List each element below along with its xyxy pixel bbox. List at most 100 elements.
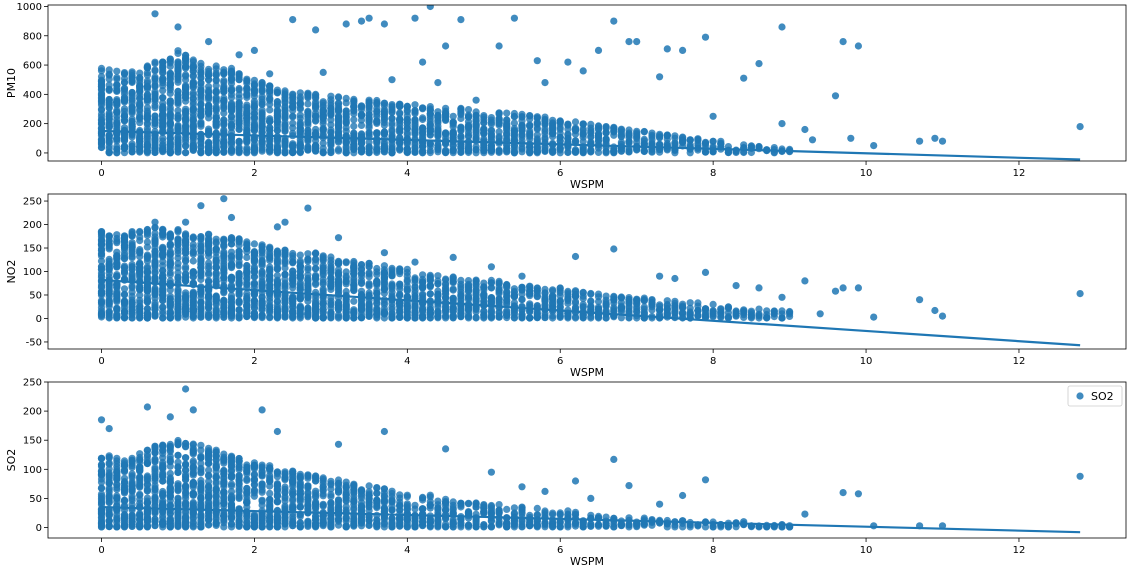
scatter-point [442,110,450,118]
scatter-point [151,148,159,156]
scatter-point [594,46,603,55]
scatter-point [365,280,373,288]
scatter-point [258,270,266,278]
scatter-point [526,147,534,155]
scatter-point [266,83,274,91]
scatter-point [426,310,434,318]
scatter-point [105,97,113,105]
scatter-point [396,268,404,276]
scatter-point [342,259,350,267]
scatter-point [189,121,197,129]
scatter-point [357,298,366,306]
scatter-point [182,231,190,239]
scatter-point [189,89,197,97]
scatter-point [312,255,320,263]
scatter-point [334,257,343,265]
scatter-point [159,262,167,270]
scatter-point [587,302,595,310]
scatter-point [197,91,205,99]
scatter-point [212,238,220,246]
scatter-point [334,286,343,294]
scatter-point [189,292,197,300]
scatter-point [182,115,190,123]
scatter-point [357,121,366,129]
scatter-point [518,113,526,121]
scatter-point [663,132,671,140]
scatter-point [403,102,411,110]
scatter-point [564,58,572,66]
scatter-point [357,276,366,284]
scatter-point [143,63,151,71]
scatter-point [281,292,289,300]
scatter-point [564,148,572,156]
scatter-point [143,257,151,265]
scatter-point [396,282,404,290]
scatter-point [510,119,518,127]
scatter-point [304,310,312,318]
scatter-point [472,142,480,151]
scatter-point [434,309,442,317]
scatter-point [495,42,503,50]
scatter-point [778,120,786,128]
scatter-point [136,143,144,151]
scatter-point [487,137,495,145]
scatter-point [113,290,121,298]
scatter-point [212,313,220,321]
scatter-point [350,314,358,322]
scatter-point [495,296,503,304]
scatter-point [250,113,258,121]
scatter-point [357,111,366,119]
scatter-point [610,17,618,25]
scatter-point [143,310,151,318]
scatter-point [686,149,694,157]
scatter-point [182,94,190,102]
scatter-point [105,264,113,272]
scatter-point [273,260,281,268]
scatter-point [296,100,304,108]
scatter-point [312,306,320,314]
scatter-point [916,137,924,145]
scatter-point [419,290,427,298]
scatter-point [327,105,335,113]
scatter-point [533,125,541,133]
scatter-point [250,102,258,110]
scatter-point [250,46,258,55]
scatter-point [434,79,442,87]
scatter-point [518,295,526,303]
scatter-point [495,277,503,285]
scatter-point [701,33,710,41]
scatter-point [594,303,603,311]
scatter-point [243,290,251,298]
scatter-point [205,38,213,46]
scatter-point [434,125,442,133]
scatter-point [617,294,626,302]
scatter-point [143,71,151,79]
scatter-point [105,286,113,294]
scatter-point [518,133,526,141]
scatter-point [235,138,243,146]
scatter-point [870,142,878,150]
scatter-point [220,126,228,134]
scatter-point [656,134,664,142]
scatter-point [388,272,396,280]
scatter-point [120,299,129,307]
scatter-point [457,124,465,132]
scatter-point [151,77,159,86]
scatter-point [166,313,174,322]
scatter-point [105,75,113,83]
scatter-point [464,112,473,121]
scatter-point [357,261,366,269]
scatter-point [388,309,396,317]
scatter-point [334,115,343,123]
scatter-point [250,314,258,322]
scatter-point [334,147,343,155]
scatter-point [250,268,258,276]
scatter-point [159,94,167,102]
scatter-point [434,132,442,140]
scatter-point [847,134,855,142]
scatter-point [633,38,641,46]
scatter-point [854,42,863,50]
scatter-point [235,279,243,287]
scatter-point [105,122,113,131]
scatter-point [296,141,304,149]
